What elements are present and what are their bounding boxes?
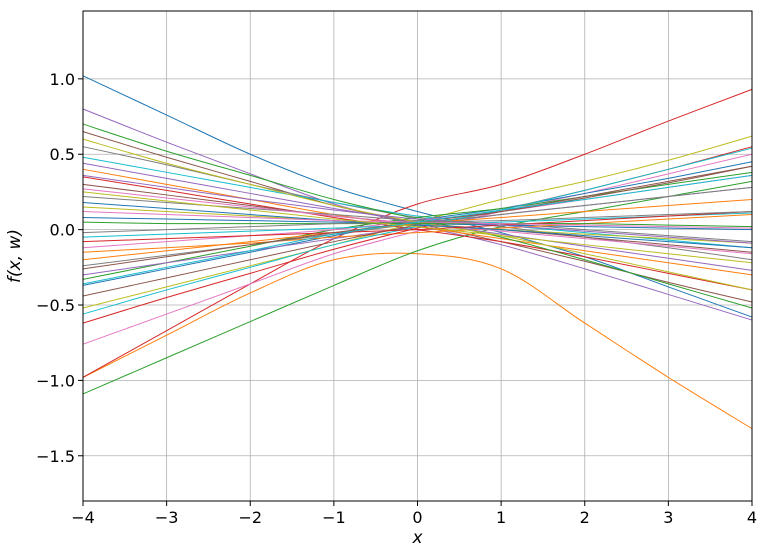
series-line bbox=[82, 75, 753, 318]
x-tick-label: 1 bbox=[496, 508, 506, 527]
series-lines bbox=[82, 75, 753, 430]
x-tick-label: −1 bbox=[322, 508, 346, 527]
y-tick-label: 0.0 bbox=[50, 221, 75, 240]
x-tick-label: −3 bbox=[155, 508, 179, 527]
x-tick-label: −2 bbox=[238, 508, 262, 527]
x-tick-label: 4 bbox=[747, 508, 757, 527]
series-line bbox=[82, 211, 753, 243]
series-line bbox=[82, 174, 753, 244]
y-tick-label: −1.0 bbox=[36, 371, 75, 390]
series-line bbox=[82, 156, 753, 249]
x-tick-label: −4 bbox=[71, 508, 95, 527]
series-line bbox=[82, 201, 753, 249]
series-line bbox=[82, 180, 753, 395]
series-line bbox=[82, 221, 753, 228]
x-axis-label: x bbox=[411, 528, 423, 548]
series-line bbox=[82, 214, 753, 253]
x-tick-label: 2 bbox=[580, 508, 590, 527]
series-line bbox=[82, 252, 753, 430]
series-line bbox=[82, 171, 753, 280]
x-tick-label: 0 bbox=[412, 508, 422, 527]
series-line bbox=[82, 88, 753, 378]
series-line bbox=[82, 153, 753, 345]
axis-ticks: −4 −3 −2 −1 0 1 2 3 4 1.0 0.5 0.0 −0.5 −1.0 −1.5 bbox=[36, 70, 757, 527]
grid bbox=[82, 11, 753, 501]
y-tick-label: 1.0 bbox=[50, 70, 75, 89]
x-tick-label: 3 bbox=[663, 508, 673, 527]
series-line bbox=[82, 174, 753, 285]
y-axis-label: f(x, w) bbox=[5, 229, 25, 283]
series-line bbox=[82, 195, 753, 243]
y-tick-label: −0.5 bbox=[36, 296, 75, 315]
series-line bbox=[82, 191, 753, 264]
y-tick-label: −1.5 bbox=[36, 447, 75, 466]
y-tick-label: 0.5 bbox=[50, 145, 75, 164]
